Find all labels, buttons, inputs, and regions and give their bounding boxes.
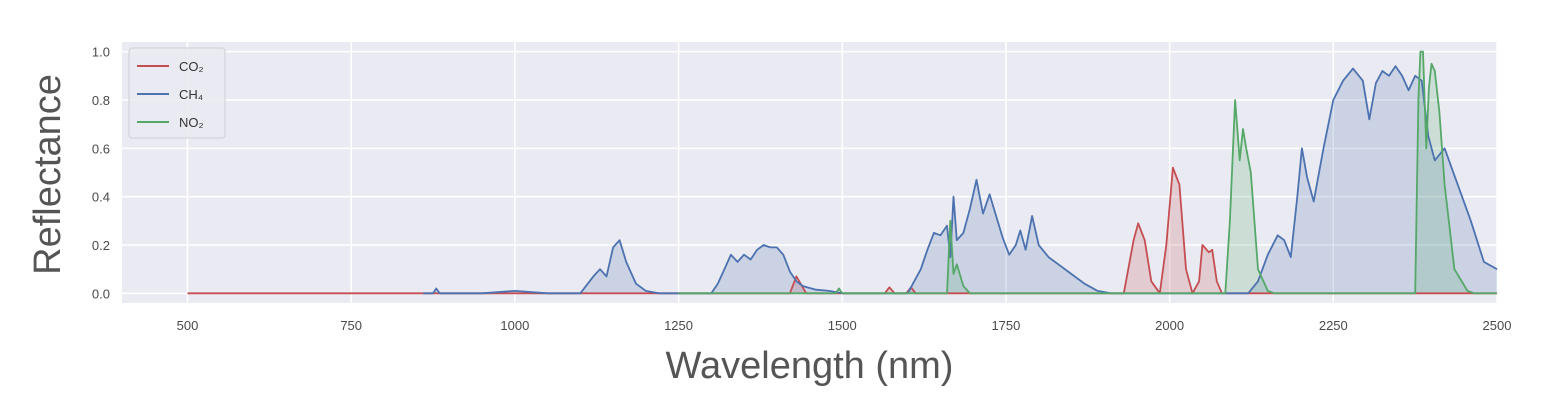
series-line-2 (678, 50, 1497, 295)
y-tick-label: 0.4 (92, 190, 110, 205)
legend-box (128, 47, 226, 139)
series-line-1 (423, 65, 1498, 295)
x-tick-label: 500 (177, 318, 199, 333)
series-line-0 (187, 166, 1497, 295)
y-tick-label: 0.2 (92, 238, 110, 253)
series-area-1 (423, 66, 1498, 294)
x-axis-title: Wavelength (nm) (666, 345, 954, 387)
y-tick-label: 0.8 (92, 93, 110, 108)
legend-label-2: NO₂ (179, 115, 204, 130)
x-tick-label: 1750 (991, 318, 1020, 333)
series-area-0 (187, 167, 1497, 294)
x-tick-label: 1250 (664, 318, 693, 333)
series-lines (187, 50, 1498, 295)
x-tick-label: 2000 (1155, 318, 1184, 333)
x-tick-label: 1000 (500, 318, 529, 333)
x-tick-label: 750 (340, 318, 362, 333)
y-tick-label: 0.6 (92, 141, 110, 156)
legend: CO₂ CH₄ NO₂ (128, 47, 226, 139)
x-tick-label: 2500 (1483, 318, 1512, 333)
y-axis-title: Reflectance (27, 74, 69, 275)
y-tick-label: 1.0 (92, 45, 110, 60)
y-tick-label: 0.0 (92, 286, 110, 301)
legend-label-0: CO₂ (179, 59, 204, 74)
series-areas (187, 51, 1498, 294)
legend-label-1: CH₄ (179, 87, 203, 102)
x-tick-label: 1500 (828, 318, 857, 333)
x-tick-label: 2250 (1319, 318, 1348, 333)
tick-labels: 500 750 1000 1250 1500 1750 2000 2250 2500 0.0 0.2… (92, 45, 1512, 333)
